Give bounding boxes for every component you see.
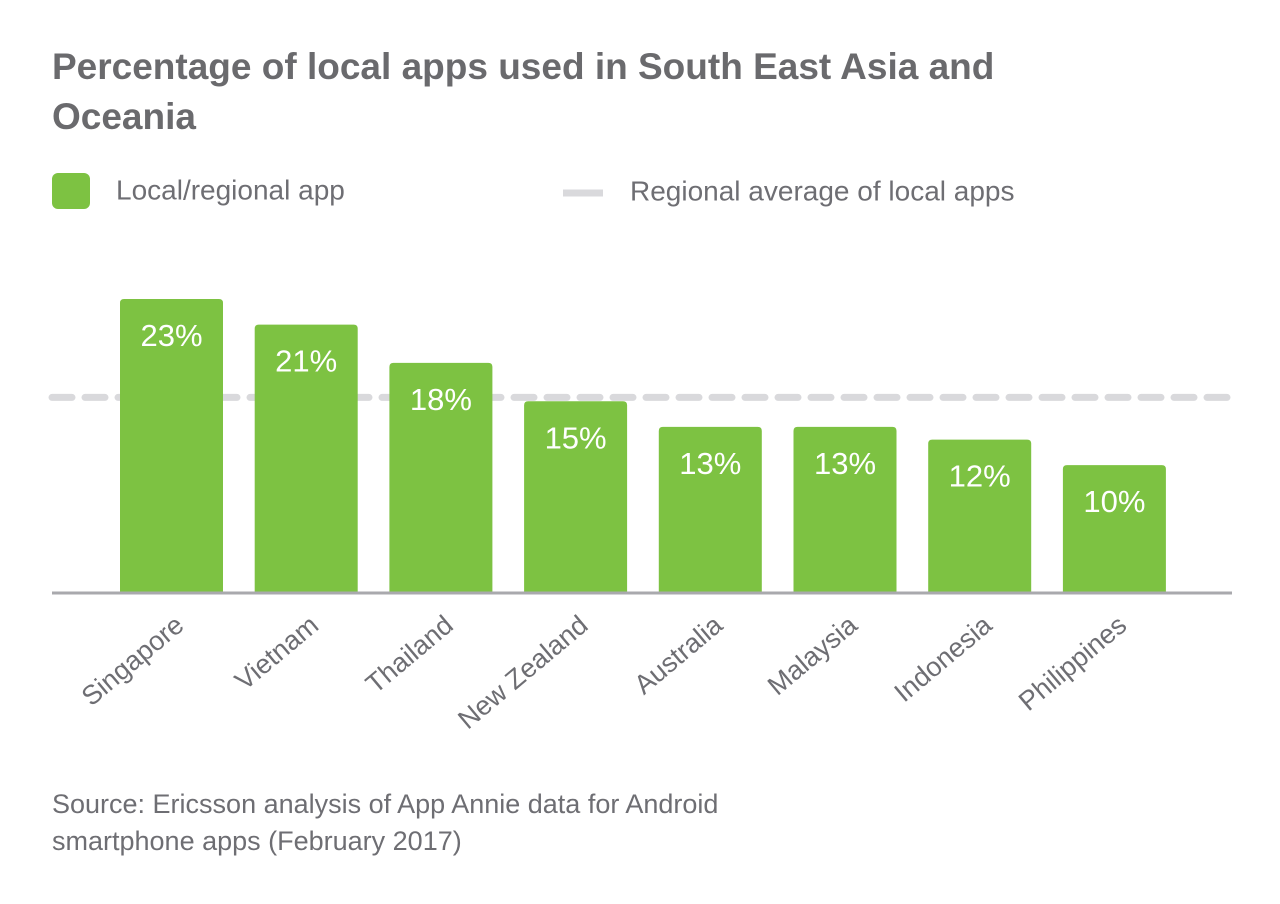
data-label: 15% — [545, 420, 607, 455]
data-label: 18% — [410, 382, 472, 417]
source-note: Source: Ericsson analysis of App Annie d… — [52, 789, 719, 856]
data-label: 12% — [949, 459, 1011, 494]
legend-swatch — [52, 173, 90, 209]
x-tick-label: Philippines — [1013, 610, 1132, 717]
bar — [254, 324, 358, 593]
chart-title: Percentage of local apps used in South E… — [52, 46, 995, 137]
bar — [1062, 465, 1166, 593]
x-tick-label: New Zealand — [452, 610, 593, 735]
bar — [389, 362, 493, 593]
data-label: 23% — [140, 318, 202, 353]
data-label: 13% — [814, 446, 876, 481]
x-tick-label: Singapore — [76, 610, 190, 712]
bar — [793, 426, 897, 593]
data-label: 13% — [679, 446, 741, 481]
data-label: 21% — [275, 344, 337, 379]
x-tick-label: Indonesia — [889, 609, 999, 708]
bar — [524, 401, 628, 593]
bar — [658, 426, 762, 593]
legend-label: Local/regional app — [116, 174, 345, 205]
bar — [120, 299, 223, 593]
x-tick-label: Vietnam — [229, 610, 324, 696]
x-tick-label: Thailand — [360, 610, 459, 700]
x-tick-label: Australia — [628, 609, 729, 700]
data-label: 10% — [1083, 484, 1145, 519]
legend-label: Regional average of local apps — [630, 175, 1014, 206]
x-tick-label: Malaysia — [762, 609, 864, 701]
bar — [928, 439, 1032, 593]
